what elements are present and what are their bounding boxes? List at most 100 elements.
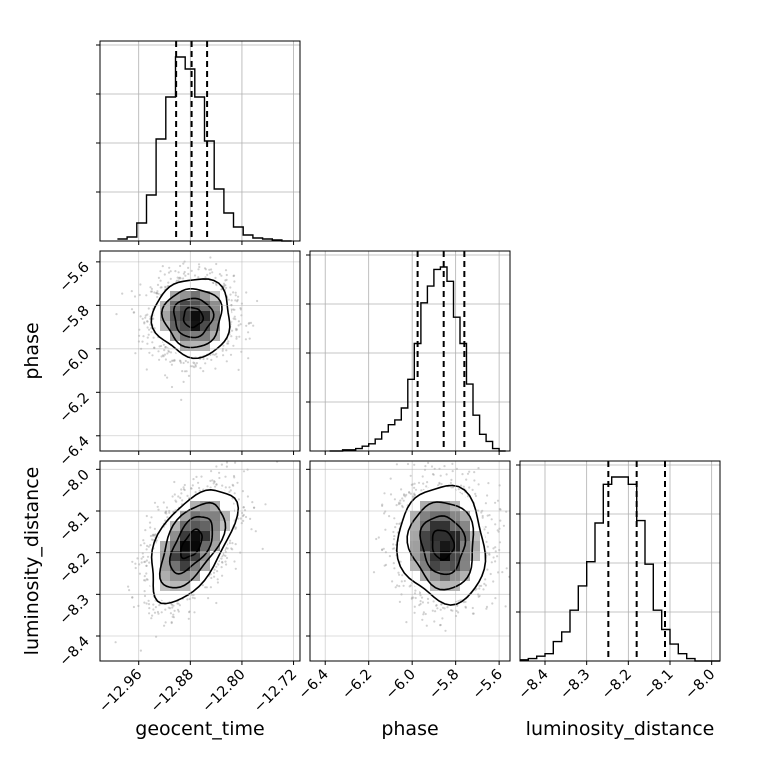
scatter-point: [432, 473, 435, 476]
scatter-point: [477, 483, 480, 486]
scatter-point: [134, 352, 137, 355]
scatter-point: [381, 504, 384, 507]
scatter-point: [145, 578, 148, 581]
scatter-point: [440, 603, 443, 606]
scatter-point: [232, 308, 235, 311]
scatter-point: [457, 611, 460, 614]
hist-frame-phase: [309, 250, 511, 452]
scatter-point: [154, 533, 157, 536]
scatter-point: [229, 293, 232, 296]
scatter-point: [224, 560, 227, 563]
scatter-point: [153, 501, 157, 504]
scatter-point: [145, 572, 148, 575]
scatter-point: [207, 597, 210, 600]
density-cell: [200, 511, 210, 521]
scatter-point: [228, 542, 231, 545]
density-cell: [180, 301, 190, 311]
scatter-point: [114, 641, 117, 644]
scatter-point: [204, 276, 207, 279]
scatter-point: [441, 606, 445, 609]
scatter-point: [170, 363, 173, 366]
scatter-point: [232, 274, 236, 277]
scatter-point: [398, 522, 401, 526]
scatter-point: [488, 514, 491, 517]
hist-frame-luminosity_distance: [519, 460, 721, 662]
scatter-point: [401, 504, 404, 507]
scatter-point: [457, 488, 460, 491]
scatter-point: [490, 561, 493, 564]
density-cell: [200, 541, 210, 551]
scatter-point: [128, 589, 131, 592]
scatter-point: [187, 374, 191, 377]
scatter-point: [443, 607, 446, 610]
scatter-point: [206, 485, 209, 488]
scatter-point: [176, 602, 179, 605]
scatter-point: [138, 293, 141, 297]
scatter-point: [218, 273, 221, 276]
scatter-point: [402, 499, 405, 502]
density-cell: [160, 541, 170, 551]
scatter-point: [239, 323, 242, 326]
scatter-point: [239, 307, 242, 310]
scatter-point: [163, 273, 166, 276]
scatter-point: [159, 286, 162, 289]
scatter-point: [497, 571, 500, 574]
scatter-point: [164, 621, 167, 624]
scatter-point: [462, 601, 465, 604]
scatter-point: [144, 316, 147, 319]
density-cell: [160, 311, 170, 321]
scatter-point: [238, 335, 241, 338]
scatter-point: [445, 473, 448, 476]
contour-level-1: [172, 297, 215, 339]
scatter-point: [169, 607, 172, 610]
scatter-point: [444, 629, 447, 632]
density-frame: [99, 250, 301, 452]
scatter-point: [264, 503, 267, 506]
density-cell: [200, 311, 210, 321]
scatter-point: [226, 342, 229, 345]
scatter-point: [227, 342, 230, 345]
scatter-point: [143, 542, 146, 545]
scatter-point: [427, 601, 430, 604]
scatter-point: [409, 492, 412, 495]
density-cell: [210, 531, 220, 541]
scatter-point: [413, 463, 416, 466]
scatter-point: [150, 516, 153, 519]
scatter-point: [438, 481, 441, 484]
scatter-point: [231, 548, 234, 551]
scatter-point: [198, 486, 201, 490]
scatter-point: [202, 357, 205, 361]
scatter-point: [159, 270, 162, 273]
density-cell: [200, 501, 210, 511]
scatter-point: [237, 320, 240, 323]
scatter-point: [152, 603, 155, 606]
scatter-point: [152, 539, 155, 542]
scatter-point: [156, 283, 160, 286]
scatter-point: [173, 358, 176, 362]
scatter-point: [194, 363, 197, 367]
scatter-point: [173, 359, 176, 362]
scatter-point: [464, 600, 467, 604]
contour-level-2: [160, 288, 223, 349]
scatter-point: [146, 320, 149, 323]
scatter-point: [136, 557, 139, 560]
scatter-point: [151, 354, 154, 357]
scatter-point: [175, 500, 178, 503]
scatter-point: [235, 328, 239, 331]
scatter-point: [381, 548, 384, 551]
scatter-point: [431, 473, 435, 476]
scatter-point: [400, 580, 403, 583]
scatter-point: [414, 494, 417, 497]
density-cell: [190, 501, 200, 511]
scatter-point: [405, 621, 408, 624]
density-cell: [200, 341, 210, 351]
scatter-point: [488, 553, 491, 556]
scatter-point: [164, 346, 167, 349]
scatter-point: [224, 279, 227, 282]
scatter-point: [115, 313, 118, 316]
scatter-point: [142, 335, 145, 338]
scatter-point: [233, 560, 236, 563]
scatter-point: [173, 609, 176, 612]
scatter-point: [233, 476, 236, 479]
scatter-point: [146, 544, 149, 548]
